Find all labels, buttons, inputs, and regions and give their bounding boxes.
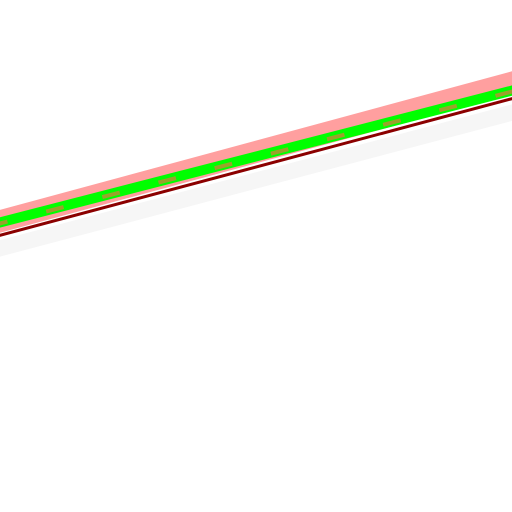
route-highlight	[0, 85, 512, 228]
road-shadow	[0, 104, 512, 257]
road-edge-line	[0, 97, 512, 237]
